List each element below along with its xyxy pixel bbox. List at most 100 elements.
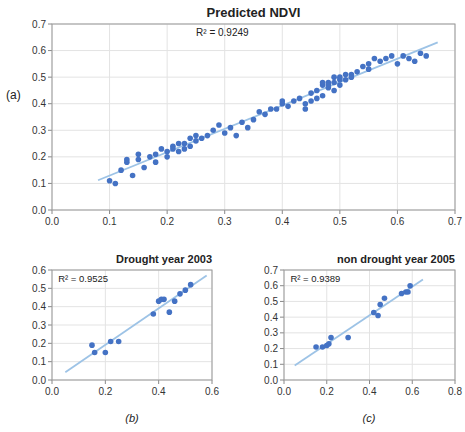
grid-line-y: [52, 130, 455, 131]
point: [210, 127, 216, 133]
grid-line-x: [326, 270, 327, 380]
grid-line-y: [284, 348, 455, 349]
point: [159, 146, 165, 152]
panel: 0.00.10.20.30.40.50.60.70.00.10.20.30.40…: [6, 5, 462, 227]
point: [170, 146, 176, 152]
point: [228, 125, 234, 131]
tick-label-x: 0.2: [320, 386, 334, 397]
data-area: [65, 276, 206, 373]
point: [251, 117, 257, 123]
point: [130, 173, 136, 179]
point: [285, 104, 291, 110]
point: [406, 56, 412, 62]
grid-line-y: [284, 332, 455, 333]
plot-background: [284, 270, 455, 380]
tick-label-x: 0.4: [275, 216, 289, 227]
point: [314, 88, 320, 94]
tick-label-y: 0.3: [32, 320, 46, 331]
tick-y: [48, 270, 52, 271]
tick-label-y: 0.5: [264, 296, 278, 307]
point: [331, 88, 337, 94]
point: [164, 154, 170, 160]
tick-y: [48, 77, 52, 78]
point: [389, 53, 395, 59]
point: [345, 335, 351, 341]
point: [193, 133, 199, 139]
tick-label-x: 0.3: [218, 216, 232, 227]
point: [118, 167, 124, 173]
point: [233, 133, 239, 139]
point: [331, 74, 337, 80]
point: [320, 93, 326, 99]
point: [377, 58, 383, 64]
point: [326, 82, 332, 88]
tick-label-y: 0.0: [32, 375, 46, 386]
data-area: [98, 42, 438, 186]
point: [297, 96, 303, 102]
grid: [284, 270, 455, 380]
tick-x: [369, 380, 370, 384]
tick-label-y: 0.3: [264, 327, 278, 338]
tick-label-y: 0.7: [32, 19, 46, 30]
point: [153, 151, 159, 157]
point: [343, 77, 349, 83]
grid-line-x: [167, 24, 168, 210]
point: [313, 344, 319, 350]
grid-line-y: [52, 306, 212, 307]
point: [167, 309, 173, 315]
point: [147, 154, 153, 160]
tick-y: [48, 210, 52, 211]
grid-line-y: [52, 183, 455, 184]
point: [308, 90, 314, 96]
tick-x: [282, 210, 283, 214]
tick-x: [109, 210, 110, 214]
panel-label: (c): [363, 412, 376, 424]
point: [372, 56, 378, 62]
grid-line-y: [52, 343, 212, 344]
tick-y: [48, 361, 52, 362]
point: [320, 80, 326, 86]
point: [407, 283, 413, 289]
tick-x: [284, 380, 285, 384]
point: [151, 311, 157, 317]
point: [92, 350, 98, 356]
point: [176, 149, 182, 155]
point: [337, 74, 343, 80]
grid: [52, 270, 212, 380]
tick-x: [339, 210, 340, 214]
tick-label-y: 0.1: [264, 359, 278, 370]
grid-line-y: [52, 103, 455, 104]
point: [182, 146, 188, 152]
point: [375, 313, 381, 319]
point: [395, 61, 401, 67]
tick-label-y: 0.6: [32, 45, 46, 56]
grid-line-y: [52, 361, 212, 362]
tick-label-y: 0.4: [32, 301, 46, 312]
point: [423, 53, 429, 59]
point: [199, 135, 205, 141]
tick-label-x: 0.4: [152, 386, 166, 397]
grid-line-x: [369, 270, 370, 380]
grid-line-y: [52, 50, 455, 51]
point: [303, 101, 309, 107]
tick-label-y: 0.0: [264, 375, 278, 386]
tick-x: [455, 380, 456, 384]
tick-label-x: 0.1: [103, 216, 117, 227]
point: [366, 61, 372, 67]
tick-y: [280, 332, 284, 333]
r-squared-note: R² = 0.9525: [58, 273, 108, 284]
r-squared-note: R² = 0.9249: [196, 27, 249, 38]
plot-background: [52, 270, 212, 380]
point: [349, 74, 355, 80]
tick-label-y: 0.1: [32, 356, 46, 367]
tick-label-x: 0.5: [333, 216, 347, 227]
chart-title: Predicted NDVI: [207, 5, 301, 20]
point: [161, 297, 167, 303]
tick-label-y: 0.2: [264, 343, 278, 354]
point: [343, 72, 349, 78]
point: [188, 282, 194, 288]
tick-y: [48, 380, 52, 381]
point: [328, 335, 334, 341]
tick-label-x: 0.0: [277, 386, 291, 397]
grid-line-y: [284, 301, 455, 302]
